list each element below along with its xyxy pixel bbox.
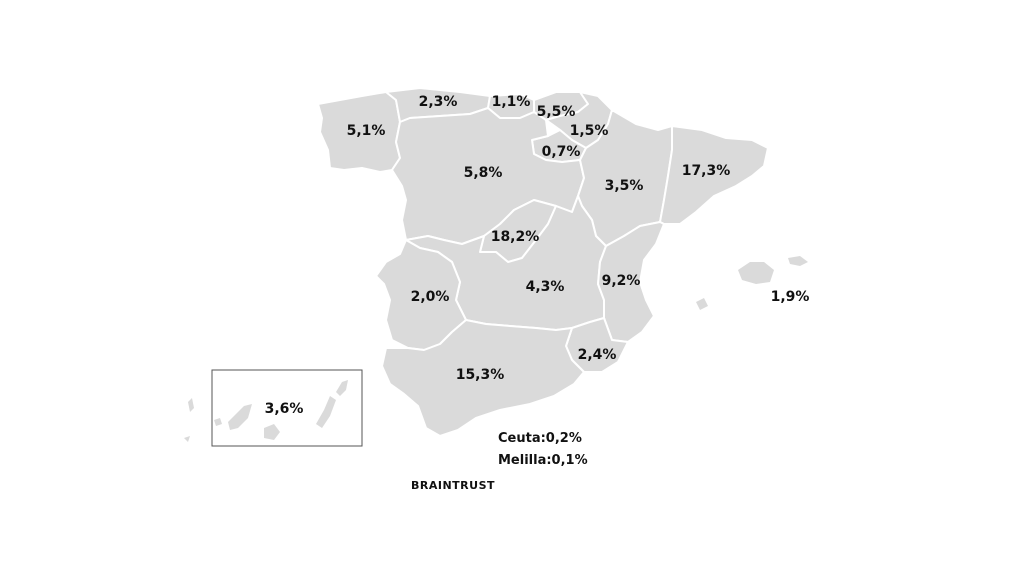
note-ceuta: Ceuta:0,2% — [498, 431, 582, 446]
island-el-hierro[interactable] — [184, 436, 190, 442]
label-madrid: 18,2% — [491, 229, 540, 245]
baleares-islands — [696, 256, 808, 310]
island-menorca[interactable] — [788, 256, 808, 266]
value-labels: 5,1% 2,3% 1,1% 5,5% 1,5% 0,7% 5,8% 3,5% … — [265, 94, 810, 417]
label-cantabria: 1,1% — [492, 94, 531, 110]
label-pais-vasco: 5,5% — [537, 104, 576, 120]
label-murcia: 2,4% — [578, 347, 617, 363]
label-canarias: 3,6% — [265, 401, 304, 417]
label-navarra: 1,5% — [570, 123, 609, 139]
label-extremadura: 2,0% — [411, 289, 450, 305]
island-fuerteventura[interactable] — [316, 396, 336, 428]
canarias-inset-frame — [211, 369, 363, 447]
label-andalucia: 15,3% — [456, 367, 505, 383]
label-baleares: 1,9% — [771, 289, 810, 305]
island-lanzarote[interactable] — [336, 380, 348, 396]
label-valencia: 9,2% — [602, 273, 641, 289]
label-asturias: 2,3% — [419, 94, 458, 110]
island-mallorca[interactable] — [738, 262, 774, 284]
island-tenerife[interactable] — [228, 404, 252, 430]
note-melilla: Melilla:0,1% — [498, 453, 588, 468]
braintrust-logo: BRAINTRUST — [411, 479, 495, 492]
label-la-rioja: 0,7% — [542, 144, 581, 160]
label-aragon: 3,5% — [605, 178, 644, 194]
label-castilla-leon: 5,8% — [464, 165, 503, 181]
island-gran-canaria[interactable] — [264, 424, 280, 440]
island-ibiza[interactable] — [696, 298, 708, 310]
island-la-palma[interactable] — [188, 398, 194, 412]
canarias-islands — [184, 380, 348, 442]
region-valencia[interactable] — [597, 221, 665, 343]
label-castilla-la-mancha: 4,3% — [526, 279, 565, 295]
regions-layer — [317, 87, 769, 437]
region-cataluna[interactable] — [659, 125, 769, 225]
island-la-gomera[interactable] — [214, 418, 222, 426]
label-cataluna: 17,3% — [682, 163, 731, 179]
region-andalucia[interactable] — [381, 319, 585, 437]
label-galicia: 5,1% — [347, 123, 386, 139]
